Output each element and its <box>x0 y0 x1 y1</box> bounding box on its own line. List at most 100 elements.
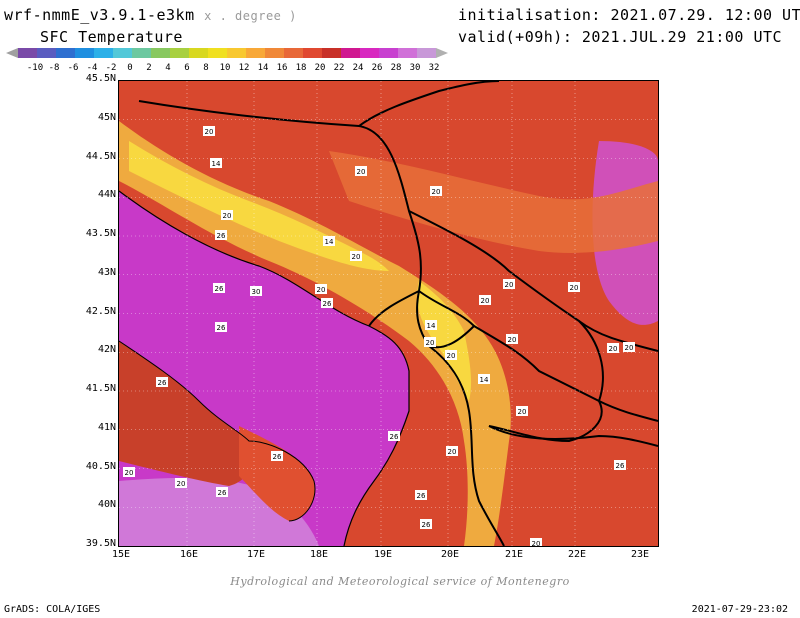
colorbar-label: 6 <box>184 63 189 73</box>
model-title: wrf-nmmE_v3.9.1-e3km x . degree ) <box>4 6 297 24</box>
x-tick-label: 22E <box>568 549 587 560</box>
colorbar-swatch <box>417 48 436 58</box>
contour-label-text: 26 <box>273 453 282 461</box>
italy-land <box>119 341 253 486</box>
colorbar-label: 30 <box>410 63 421 73</box>
y-tick-label: 43N <box>97 266 116 278</box>
colorbar-label: 16 <box>277 63 288 73</box>
contour-label: 26 <box>215 322 227 332</box>
colorbar-swatch <box>75 48 94 58</box>
colorbar-swatch <box>360 48 379 58</box>
colorbar-label: 24 <box>353 63 364 73</box>
contour-label-text: 26 <box>323 300 332 308</box>
colorbar-label: 20 <box>315 63 326 73</box>
colorbar-min-arrow <box>6 48 18 58</box>
colorbar-swatch <box>208 48 227 58</box>
contour-label: 20 <box>568 282 580 292</box>
contour-label: 26 <box>415 490 427 500</box>
colorbar-swatch <box>246 48 265 58</box>
y-tick-label: 45.5N <box>85 73 116 84</box>
footer-timestamp: 2021-07-29-23:02 <box>691 604 788 615</box>
colorbar-swatch <box>56 48 75 58</box>
colorbar-label: 22 <box>334 63 345 73</box>
border-croatia <box>358 81 500 127</box>
colorbar-label: 0 <box>127 63 132 73</box>
colorbar-swatch <box>284 48 303 58</box>
colorbar-label: -8 <box>49 63 60 73</box>
contour-label-text: 20 <box>432 188 441 196</box>
footer-software: GrADS: COLA/IGES <box>4 604 101 615</box>
unit-note: x . degree ) <box>204 9 297 23</box>
field-title: SFC Temperature <box>40 28 183 46</box>
contour-label-text: 20 <box>357 168 366 176</box>
colorbar-swatch <box>379 48 398 58</box>
map-canvas: 20 14 20 20 20 14 26 26 30 20 26 20 14 20 20 20 20 20 14 20… <box>119 81 658 546</box>
contour-label-text: 14 <box>480 376 489 384</box>
colorbar-swatch <box>170 48 189 58</box>
colorbar-max-arrow <box>436 48 448 58</box>
contour-label: 20 <box>355 166 367 176</box>
colorbar-swatch <box>132 48 151 58</box>
x-tick-label: 23E <box>631 549 650 560</box>
colorbar-swatch <box>322 48 341 58</box>
colorbar-swatch <box>113 48 132 58</box>
contour-labels: 20 14 20 20 20 14 26 26 30 20 26 20 14 20 20 20 20 20 14 20… <box>123 126 635 546</box>
contour-label: 20 <box>175 478 187 488</box>
contour-label-text: 20 <box>447 352 456 360</box>
credit-line: Hydrological and Meteorological service … <box>230 575 570 588</box>
contour-label: 14 <box>425 320 437 330</box>
x-tick-label: 17E <box>247 549 266 560</box>
colorbar-label: 14 <box>258 63 269 73</box>
contour-label: 20 <box>506 334 518 344</box>
y-tick-label: 40N <box>97 499 116 511</box>
contour-label: 20 <box>221 210 233 220</box>
contour-label-text: 20 <box>625 344 634 352</box>
init-time: initialisation: 2021.07.29. 12:00 UTC <box>458 6 800 24</box>
contour-label: 26 <box>156 377 168 387</box>
contour-label-text: 26 <box>616 462 625 470</box>
contour-label: 14 <box>210 158 222 168</box>
contour-label: 26 <box>321 298 333 308</box>
contour-label: 26 <box>614 460 626 470</box>
contour-label: 20 <box>424 337 436 347</box>
contour-label-text: 14 <box>427 322 436 330</box>
x-tick-label: 21E <box>505 549 524 560</box>
contour-label-text: 14 <box>212 160 221 168</box>
contour-label: 20 <box>623 342 635 352</box>
contour-label: 20 <box>445 350 457 360</box>
y-tick-label: 41N <box>97 421 116 433</box>
contour-label-text: 30 <box>252 288 261 296</box>
colorbar-swatch <box>398 48 417 58</box>
colorbar-label: 2 <box>146 63 151 73</box>
contour-label: 20 <box>203 126 215 136</box>
contour-label: 14 <box>478 374 490 384</box>
colorbar-swatch <box>265 48 284 58</box>
contour-label: 20 <box>530 538 542 546</box>
colorbar-swatch <box>94 48 113 58</box>
border-montenegro <box>416 290 476 349</box>
contour-label: 20 <box>607 343 619 353</box>
contour-label-text: 20 <box>125 469 134 477</box>
contour-label: 14 <box>323 236 335 246</box>
contour-label-text: 26 <box>217 324 226 332</box>
contour-label-text: 20 <box>352 253 361 261</box>
colorbar-label: 8 <box>203 63 208 73</box>
colorbar-label: 26 <box>372 63 383 73</box>
x-tick-label: 20E <box>441 549 460 560</box>
contour-label-text: 20 <box>532 540 541 546</box>
contour-label: 26 <box>213 283 225 293</box>
temperature-colorbar: -10 -8 -6 -4 -2 0 2 4 6 8 10 12 14 16 18 20 22 24 26 28 30 32 <box>6 48 448 73</box>
y-tick-label: 44.5N <box>85 150 116 162</box>
colorbar-label: -2 <box>106 63 117 73</box>
contour-label: 26 <box>216 487 228 497</box>
colorbar-swatch <box>227 48 246 58</box>
contour-label-text: 26 <box>422 521 431 529</box>
contour-label-text: 14 <box>325 238 334 246</box>
colorbar-swatch <box>303 48 322 58</box>
colorbar-label: -4 <box>87 63 98 73</box>
valid-time: valid(+09h): 2021.JUL.29 21:00 UTC <box>458 28 783 46</box>
contour-label: 30 <box>250 286 262 296</box>
contour-label: 20 <box>430 186 442 196</box>
y-tick-label: 42N <box>97 344 116 356</box>
border-bulgaria <box>578 320 658 422</box>
